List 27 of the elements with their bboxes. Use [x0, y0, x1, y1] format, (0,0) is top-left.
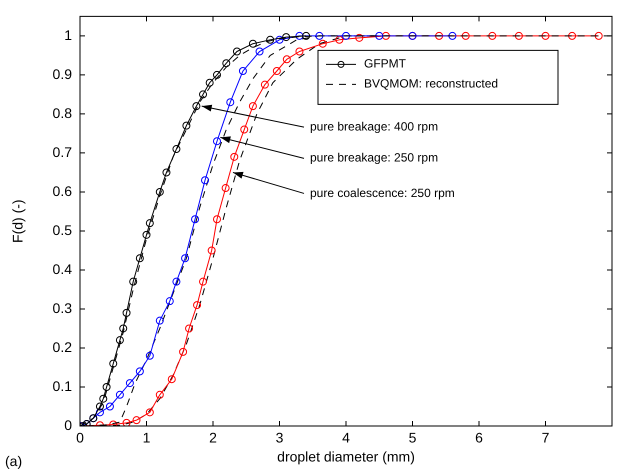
- x-tick-label: 7: [542, 429, 550, 446]
- y-tick-label: 0.6: [52, 182, 72, 199]
- x-tick-label: 1: [142, 429, 151, 446]
- annotation: pure breakage: 400 rpm: [310, 119, 438, 134]
- x-axis-title: droplet diameter (mm): [277, 448, 415, 464]
- x-tick-label: 0: [76, 429, 84, 446]
- annotation: pure coalescence: 250 rpm: [310, 186, 455, 200]
- y-tick-label: 1: [64, 26, 72, 43]
- annotation: pure breakage: 250 rpm: [310, 150, 438, 165]
- y-tick-label: 0.8: [52, 104, 72, 121]
- x-tick-label: 2: [209, 429, 218, 446]
- y-tick-label: 0.3: [52, 300, 72, 316]
- y-tick-label: 0.2: [52, 338, 72, 355]
- y-tick-label: 0: [64, 416, 72, 433]
- y-axis-title: F(d) (-): [9, 199, 26, 243]
- x-tick-label: 3: [276, 429, 284, 446]
- text: (a): [5, 452, 22, 469]
- y-tick-label: 0.5: [52, 222, 72, 238]
- x-tick-label: 4: [342, 429, 350, 446]
- y-tick-label: 0.4: [52, 260, 72, 277]
- y-tick-label: 0.1: [52, 378, 72, 394]
- x-tick-label: 6: [475, 429, 484, 446]
- y-tick-label: 0.9: [52, 66, 72, 82]
- legend-label: GFPMT: [364, 56, 407, 71]
- legend-label: BVQMOM: reconstructed: [364, 76, 498, 91]
- y-tick-label: 0.7: [52, 144, 72, 160]
- x-tick-label: 5: [408, 429, 417, 446]
